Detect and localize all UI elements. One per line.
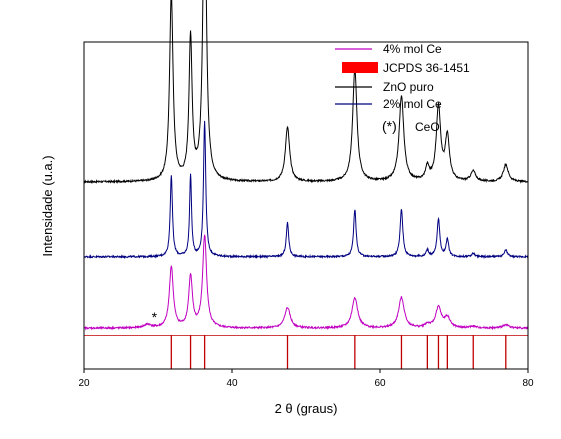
legend: 4% mol Ce JCPDS 36-1451 ZnO puro 2% mol … <box>335 42 470 134</box>
x-tick-label: 40 <box>226 378 238 389</box>
series-line <box>83 234 529 331</box>
legend-label-jcpds: JCPDS 36-1451 <box>383 61 470 75</box>
x-tick-label: 20 <box>78 378 90 389</box>
legend-label-zno: ZnO puro <box>383 80 434 94</box>
plot-content <box>83 0 529 369</box>
x-axis-label: 2 θ (graus) <box>275 401 338 416</box>
x-ticks: 20 40 60 80 <box>78 369 534 389</box>
legend-swatch-jcpds <box>342 62 378 73</box>
legend-label-ceo-marker: (*) <box>382 118 397 134</box>
plot-frame <box>83 41 529 370</box>
series-line <box>83 120 529 260</box>
ceo-peak-annotation: * <box>152 309 158 325</box>
series-line <box>83 0 529 184</box>
legend-label-ceo: CeO <box>415 120 440 134</box>
legend-label-2pct: 2% mol Ce <box>383 97 442 111</box>
y-axis-label: Intensidade (u.a.) <box>40 155 55 256</box>
x-tick-label: 60 <box>374 378 386 389</box>
x-tick-label: 80 <box>522 378 534 389</box>
legend-label-4pct: 4% mol Ce <box>383 42 442 56</box>
